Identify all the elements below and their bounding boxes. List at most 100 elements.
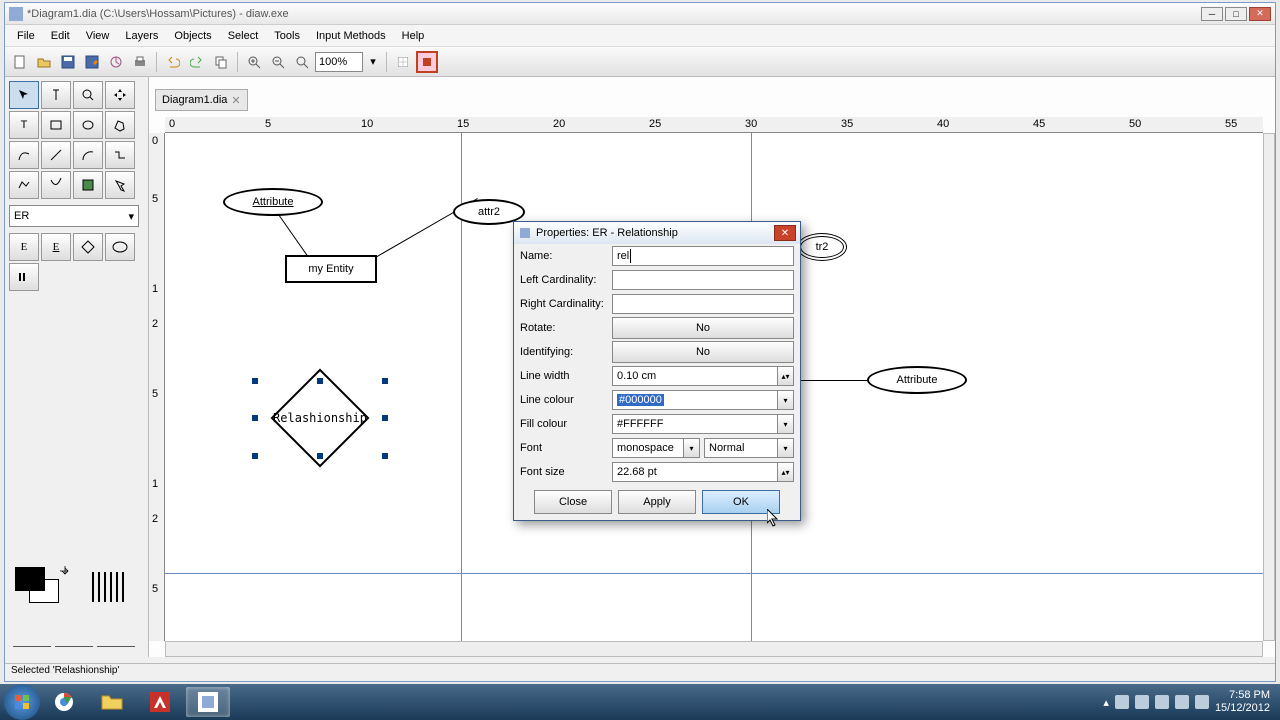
maximize-button[interactable]: □ <box>1225 7 1247 21</box>
bezierline-tool[interactable] <box>41 171 71 199</box>
zoom-dropdown[interactable]: ▾ <box>365 51 381 73</box>
zoom-input[interactable]: 100% <box>315 52 363 72</box>
tray-icon[interactable] <box>1115 695 1129 709</box>
font-select[interactable]: monospace <box>612 438 684 458</box>
tray-icon[interactable] <box>1135 695 1149 709</box>
network-icon[interactable] <box>1175 695 1189 709</box>
tab-close-icon[interactable]: ✕ <box>231 94 240 107</box>
taskbar[interactable]: ▴ 7:58 PM 15/12/2012 <box>0 684 1280 720</box>
close-button[interactable]: Close <box>534 490 612 514</box>
system-tray[interactable]: ▴ 7:58 PM 15/12/2012 <box>1103 689 1276 715</box>
box-tool[interactable] <box>41 111 71 139</box>
font-drop[interactable]: ▾ <box>684 438 700 458</box>
minimize-button[interactable]: ─ <box>1201 7 1223 21</box>
sheet-select[interactable]: ER▾ <box>9 205 139 227</box>
menu-tools[interactable]: Tools <box>266 27 308 45</box>
properties-dialog[interactable]: Properties: ER - Relationship ✕ Name:rel… <box>513 221 801 521</box>
print-icon[interactable] <box>129 51 151 73</box>
task-dia[interactable] <box>186 687 230 717</box>
er-relation-tool[interactable] <box>73 233 103 261</box>
tray-icon[interactable] <box>1155 695 1169 709</box>
fillcolor-input[interactable]: #FFFFFF <box>612 414 778 434</box>
er-participation-tool[interactable] <box>9 263 39 291</box>
export-icon[interactable] <box>105 51 127 73</box>
linewidth-input[interactable]: 0.10 cm <box>612 366 778 386</box>
clock[interactable]: 7:58 PM 15/12/2012 <box>1215 689 1270 715</box>
start-button[interactable] <box>4 684 40 720</box>
er-attribute-1[interactable]: Attribute <box>223 188 323 216</box>
snap-icon[interactable] <box>416 51 438 73</box>
ellipse-tool[interactable] <box>73 111 103 139</box>
line-pattern[interactable] <box>90 567 140 607</box>
zigzag-tool[interactable] <box>105 141 135 169</box>
line-style-3[interactable] <box>97 637 135 647</box>
titlebar[interactable]: *Diagram1.dia (C:\Users\Hossam\Pictures)… <box>5 3 1275 25</box>
zoomfit-icon[interactable] <box>291 51 313 73</box>
image-tool[interactable] <box>73 171 103 199</box>
close-button[interactable]: ✕ <box>1249 7 1271 21</box>
linecolor-drop[interactable]: ▾ <box>778 390 794 410</box>
identifying-toggle[interactable]: No <box>612 341 794 363</box>
menu-input-methods[interactable]: Input Methods <box>308 27 394 45</box>
text-tool[interactable] <box>41 81 71 109</box>
polyline-tool[interactable] <box>9 171 39 199</box>
menu-layers[interactable]: Layers <box>117 27 166 45</box>
ok-button[interactable]: OK <box>702 490 780 514</box>
open-icon[interactable] <box>33 51 55 73</box>
fontstyle-select[interactable]: Normal <box>704 438 778 458</box>
saveas-icon[interactable] <box>81 51 103 73</box>
menu-objects[interactable]: Objects <box>166 27 219 45</box>
undo-icon[interactable] <box>162 51 184 73</box>
scroll-tool[interactable] <box>105 81 135 109</box>
task-explorer[interactable] <box>90 687 134 717</box>
bezier-tool[interactable] <box>9 141 39 169</box>
fillcolor-drop[interactable]: ▾ <box>778 414 794 434</box>
er-attribute-3[interactable]: Attribute <box>867 366 967 394</box>
text-tool2[interactable]: T <box>9 111 39 139</box>
outline-tool[interactable] <box>105 171 135 199</box>
arc-tool[interactable] <box>73 141 103 169</box>
fg-color[interactable] <box>15 567 45 591</box>
redo-icon[interactable] <box>186 51 208 73</box>
document-tab[interactable]: Diagram1.dia ✕ <box>155 89 248 111</box>
er-relationship[interactable]: Relashionship <box>285 383 355 453</box>
pointer-tool[interactable] <box>9 81 39 109</box>
fontsize-spin[interactable]: ▴▾ <box>778 462 794 482</box>
name-input[interactable]: rel <box>612 246 794 266</box>
rcard-input[interactable] <box>612 294 794 314</box>
linewidth-spin[interactable]: ▴▾ <box>778 366 794 386</box>
apply-button[interactable]: Apply <box>618 490 696 514</box>
scrollbar-v[interactable] <box>1263 133 1275 641</box>
dialog-titlebar[interactable]: Properties: ER - Relationship ✕ <box>514 222 800 244</box>
zoom-tool[interactable] <box>73 81 103 109</box>
rotate-toggle[interactable]: No <box>612 317 794 339</box>
canvas[interactable]: Attribute attr2 tr2 my Entity Attribute … <box>165 133 1263 641</box>
polygon-tool[interactable] <box>105 111 135 139</box>
task-chrome[interactable] <box>42 687 86 717</box>
line-style-1[interactable] <box>13 637 51 647</box>
save-icon[interactable] <box>57 51 79 73</box>
menu-help[interactable]: Help <box>394 27 433 45</box>
dialog-close-button[interactable]: ✕ <box>774 225 796 241</box>
fontstyle-drop[interactable]: ▾ <box>778 438 794 458</box>
zoomin-icon[interactable] <box>243 51 265 73</box>
er-entity-tool[interactable]: E <box>9 233 39 261</box>
menu-edit[interactable]: Edit <box>43 27 78 45</box>
menu-file[interactable]: File <box>9 27 43 45</box>
grid-icon[interactable] <box>392 51 414 73</box>
task-adobe[interactable] <box>138 687 182 717</box>
er-attribute-2b[interactable]: tr2 <box>797 233 847 261</box>
line-style-2[interactable] <box>55 637 93 647</box>
linecolor-input[interactable]: #000000 <box>612 390 778 410</box>
menu-view[interactable]: View <box>78 27 118 45</box>
scrollbar-h[interactable] <box>165 641 1263 657</box>
zoomout-icon[interactable] <box>267 51 289 73</box>
menu-select[interactable]: Select <box>220 27 267 45</box>
er-attribute-tool[interactable] <box>105 233 135 261</box>
volume-icon[interactable] <box>1195 695 1209 709</box>
new-icon[interactable] <box>9 51 31 73</box>
color-picker[interactable] <box>15 567 65 607</box>
tray-up-icon[interactable]: ▴ <box>1103 696 1109 709</box>
lcard-input[interactable] <box>612 270 794 290</box>
line-tool[interactable] <box>41 141 71 169</box>
